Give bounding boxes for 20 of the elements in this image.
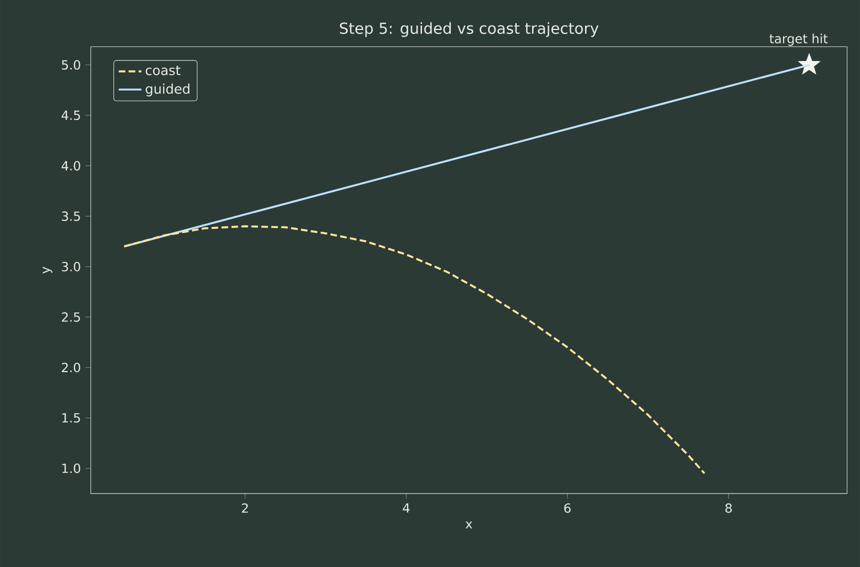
x-tick-label: 6 <box>564 503 571 513</box>
x-tick-label: 4 <box>402 503 410 512</box>
y-axis-title: y <box>42 266 52 274</box>
y-tick-label: 4.5 <box>62 110 80 120</box>
annotation: target hit <box>770 34 828 46</box>
x-tick-label: 8 <box>725 503 732 513</box>
x-axis-title: x <box>466 521 472 528</box>
y-tick-label: 2.0 <box>62 362 80 372</box>
y-tick-label: 3.5 <box>62 211 80 221</box>
line-series <box>123 225 706 474</box>
y-tick-label: 1.5 <box>62 413 80 423</box>
y-tick-label: 2.5 <box>62 312 80 322</box>
y-tick-label: 3.0 <box>62 262 80 272</box>
y-tick-label: 5.0 <box>62 60 80 70</box>
x-tick-label: 2 <box>242 503 248 513</box>
y-tick-label: 1.0 <box>62 463 80 474</box>
chart-title: Step 5: guided vs coast trajectory <box>340 22 599 37</box>
legend-label: coast <box>146 66 180 76</box>
y-tick-label: 4.0 <box>62 160 80 170</box>
legend-label: guided <box>146 83 190 96</box>
